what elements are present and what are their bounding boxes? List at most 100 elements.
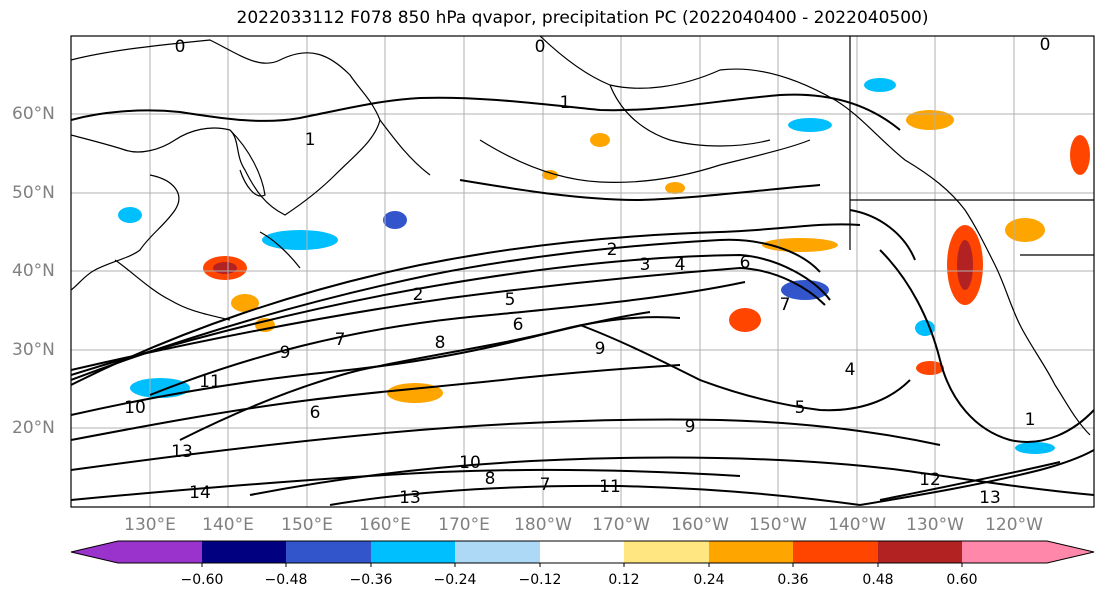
colorbar-segment bbox=[540, 541, 624, 563]
colorbar-tick-label: −0.12 bbox=[518, 572, 562, 588]
contour-label: 9 bbox=[685, 417, 696, 437]
colorbar bbox=[70, 540, 1095, 567]
contour-label: 8 bbox=[435, 333, 446, 353]
colorbar-extend-low bbox=[71, 541, 118, 563]
colorbar-segment bbox=[624, 541, 709, 563]
contour-label: 5 bbox=[795, 398, 806, 418]
precip-patch bbox=[383, 211, 407, 229]
precip-patch bbox=[1015, 442, 1055, 454]
colorbar-tick-label: −0.48 bbox=[264, 572, 308, 588]
precip-patch bbox=[213, 262, 237, 274]
colorbar-outline bbox=[70, 540, 1095, 564]
lon-label: 120°W bbox=[985, 515, 1043, 535]
contour-label: 1 bbox=[305, 130, 316, 150]
precip-patch bbox=[916, 361, 944, 375]
contour-label: 9 bbox=[595, 339, 606, 359]
lon-label: 130°E bbox=[124, 515, 176, 535]
lon-label: 170°E bbox=[438, 515, 490, 535]
precip-patch bbox=[542, 170, 558, 180]
lon-label: 140°W bbox=[828, 515, 886, 535]
colorbar-segment bbox=[286, 541, 371, 563]
precip-patch bbox=[957, 240, 973, 290]
contour-label: 11 bbox=[599, 477, 621, 497]
contour-label: 8 bbox=[485, 469, 496, 489]
lat-label: 40°N bbox=[12, 261, 55, 281]
contour-label: 13 bbox=[171, 442, 193, 462]
contour-label: 7 bbox=[540, 475, 551, 495]
contour-label: 5 bbox=[505, 290, 516, 310]
precip-patch bbox=[1070, 135, 1090, 175]
lon-label: 150°W bbox=[749, 515, 807, 535]
precip-patch bbox=[864, 78, 896, 92]
colorbar-tick-label: 0.12 bbox=[608, 572, 640, 588]
contour-labels: 0 0 0 1 1 1 2 2 3 4 4 5 6 6 7 7 8 8 9 9 … bbox=[124, 35, 1051, 508]
contour-label: 11 bbox=[199, 372, 221, 392]
precip-patch bbox=[788, 118, 832, 132]
colorbar-tick-label: −0.36 bbox=[349, 572, 393, 588]
precip-patch bbox=[729, 308, 761, 332]
contour-label: 2 bbox=[607, 240, 618, 260]
lon-label: 170°W bbox=[592, 515, 650, 535]
contour-label: 4 bbox=[845, 360, 856, 380]
colorbar-segment bbox=[962, 541, 1047, 563]
precip-patch bbox=[1005, 218, 1045, 242]
colorbar-extend-high bbox=[1047, 541, 1094, 563]
contour-label: 1 bbox=[560, 93, 571, 113]
lat-label: 30°N bbox=[12, 340, 55, 360]
precip-patch bbox=[915, 320, 935, 336]
map-frame bbox=[70, 35, 1095, 508]
contour-label: 12 bbox=[919, 470, 941, 490]
colorbar-tick-label: 0.24 bbox=[693, 572, 725, 588]
colorbar-tick-label: −0.60 bbox=[180, 572, 224, 588]
contour-label: 3 bbox=[640, 255, 651, 275]
contour-label: 0 bbox=[1040, 35, 1051, 55]
colorbar-segment bbox=[793, 541, 878, 563]
colorbar-segment bbox=[709, 541, 793, 563]
colorbar-segment bbox=[455, 541, 540, 563]
lat-label: 20°N bbox=[12, 418, 55, 438]
graticule bbox=[71, 36, 1094, 507]
colorbar-tick-label: 0.60 bbox=[946, 572, 978, 588]
precip-patch bbox=[262, 230, 338, 250]
contour-label: 10 bbox=[459, 453, 481, 473]
map-title: 2022033112 F078 850 hPa qvapor, precipit… bbox=[236, 8, 929, 28]
contour-label: 13 bbox=[399, 488, 421, 508]
contour-label: 9 bbox=[280, 343, 291, 363]
lon-label: 160°W bbox=[671, 515, 729, 535]
contour-label: 0 bbox=[175, 37, 186, 57]
contour-label: 6 bbox=[513, 315, 524, 335]
contour-label: 7 bbox=[335, 330, 346, 350]
contour-label: 6 bbox=[310, 403, 321, 423]
precip-patch bbox=[665, 182, 685, 194]
precip-patch bbox=[231, 294, 259, 312]
lon-label: 150°E bbox=[281, 515, 333, 535]
contour-label: 2 bbox=[413, 285, 424, 305]
contour-label: 10 bbox=[124, 398, 146, 418]
contour-label: 0 bbox=[535, 37, 546, 57]
colorbar-tick-label: 0.36 bbox=[777, 572, 809, 588]
colorbar-segment bbox=[878, 541, 962, 563]
qvapor-contours bbox=[71, 93, 1094, 506]
lat-label: 60°N bbox=[12, 104, 55, 124]
precip-patch bbox=[130, 378, 190, 398]
precipitation-shading bbox=[118, 78, 1090, 454]
coastlines bbox=[71, 36, 1094, 436]
colorbar-segment bbox=[202, 541, 286, 563]
precip-patch bbox=[590, 133, 610, 147]
contour-label: 13 bbox=[979, 488, 1001, 508]
lon-label: 160°E bbox=[359, 515, 411, 535]
contour-label: 4 bbox=[675, 255, 686, 275]
lat-label: 50°N bbox=[12, 183, 55, 203]
colorbar-segment bbox=[118, 541, 202, 563]
lon-label: 140°E bbox=[202, 515, 254, 535]
contour-label: 6 bbox=[740, 253, 751, 273]
colorbar-segment bbox=[371, 541, 455, 563]
precip-patch bbox=[118, 207, 142, 223]
colorbar-tick-label: −0.24 bbox=[433, 572, 477, 588]
contour-label: 14 bbox=[189, 483, 211, 503]
lon-label: 130°W bbox=[906, 515, 964, 535]
colorbar-tick-label: 0.48 bbox=[862, 572, 894, 588]
lon-label: 180°W bbox=[514, 515, 572, 535]
contour-label: 7 bbox=[780, 295, 791, 315]
